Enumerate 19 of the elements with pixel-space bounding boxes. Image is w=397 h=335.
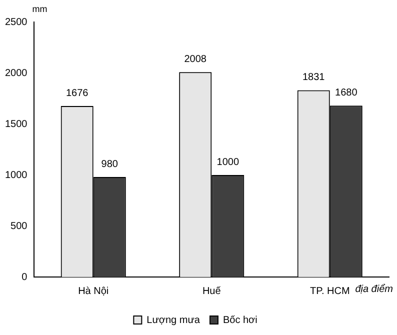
y-axis-title: mm	[32, 4, 48, 14]
y-tick-label: 1500	[4, 118, 28, 130]
x-axis-title: địa điểm	[355, 282, 393, 295]
y-tick-label: 1000	[4, 170, 28, 181]
x-tick-label: Huế	[202, 286, 222, 297]
legend-label: Bốc hơi	[222, 314, 258, 326]
data-label: 1831	[302, 72, 326, 83]
y-tick-label: 0	[22, 272, 28, 283]
y-tick-label: 2500	[4, 16, 28, 28]
data-label: 1676	[66, 88, 89, 99]
x-tick-label: TP. HCM	[310, 286, 350, 297]
data-label: 980	[101, 158, 118, 170]
y-tick-label: 2000	[4, 68, 28, 79]
data-label: 1000	[216, 156, 240, 168]
data-label: 2008	[184, 54, 207, 65]
x-tick-label: Hà Nội	[78, 286, 109, 297]
legend-label: Lượng mưa	[146, 314, 200, 326]
y-tick-label: 500	[10, 220, 28, 232]
data-label: 1680	[335, 87, 358, 98]
